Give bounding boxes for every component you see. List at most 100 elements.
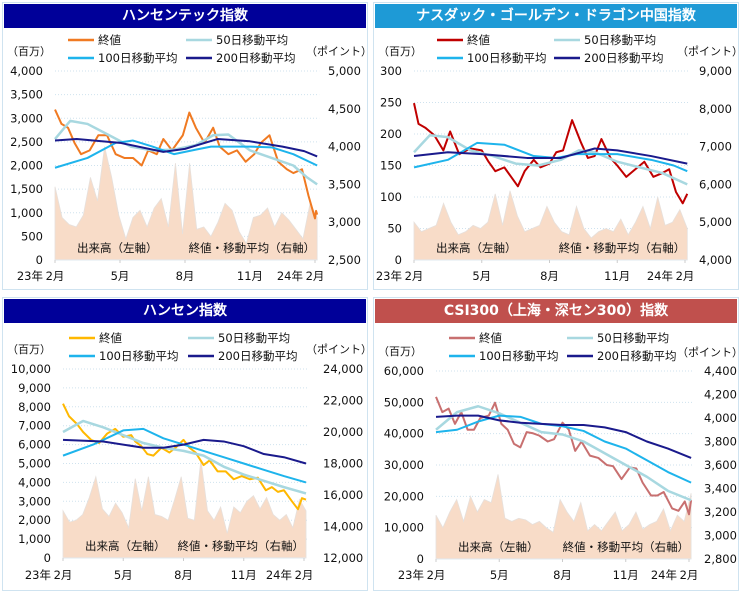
x-tick-label: 11月: [604, 269, 630, 283]
legend-label: 50日移動平均: [584, 33, 656, 47]
x-tick-label: 11月: [237, 269, 263, 283]
left-tick-label: 5,000: [18, 457, 51, 471]
left-tick-label: 9,000: [18, 381, 51, 395]
left-tick-label: 0: [395, 253, 402, 267]
right-axis-unit: （ポイント）: [306, 45, 367, 58]
series-line-0: [435, 396, 693, 516]
left-tick-label: 200: [380, 127, 402, 141]
right-tick-label: 18,000: [323, 457, 363, 471]
csi300-panel: CSI300（上海・深セン300）指数 0 10,000 20,000 30,000 4…: [373, 297, 739, 591]
volume-annotation: 出来高（左軸）: [458, 540, 539, 554]
x-year-label: 23年: [398, 568, 424, 582]
left-axis-unit: （百万）: [378, 345, 422, 358]
right-tick-label: 20,000: [323, 425, 363, 439]
left-tick-label: 6,000: [18, 438, 51, 452]
right-tick-label: 5,000: [328, 64, 361, 78]
left-tick-label: 150: [380, 159, 402, 173]
right-tick-label: 7,000: [699, 140, 732, 154]
x-tick-label: 2月: [427, 568, 446, 582]
left-tick-label: 10,000: [384, 521, 424, 535]
left-tick-label: 300: [380, 64, 402, 78]
legend-label: 100日移動平均: [98, 51, 177, 65]
right-tick-label: 24,000: [323, 362, 363, 376]
left-tick-label: 4,000: [10, 64, 43, 78]
x-year-label: 24年: [277, 269, 303, 283]
right-tick-label: 2,800: [704, 552, 737, 566]
right-tick-label: 4,000: [328, 140, 361, 154]
price-annotation: 終値・移動平均（右軸）: [563, 540, 690, 554]
series-line-2: [435, 414, 692, 484]
chart-svg: 0 10,000 20,000 30,000 40,000 50,000 60,000 2,8…: [378, 331, 738, 582]
price-annotation: 終値・移動平均（右軸）: [559, 241, 686, 255]
series-line-3: [435, 414, 692, 459]
legend-label: 200日移動平均: [584, 51, 663, 65]
x-year-label: 23年: [25, 568, 51, 582]
x-year-label: 24年: [266, 568, 292, 582]
left-tick-label: 0: [44, 551, 51, 565]
x-tick-label: 5月: [114, 568, 133, 582]
left-tick-label: 3,000: [18, 494, 51, 508]
volume-area: [413, 190, 688, 261]
left-tick-label: 30,000: [384, 458, 424, 472]
left-tick-label: 7,000: [18, 419, 51, 433]
left-tick-label: 3,000: [10, 111, 43, 125]
legend-label: 200日移動平均: [216, 51, 295, 65]
series-line-2: [54, 139, 318, 169]
right-tick-label: 4,000: [699, 253, 732, 267]
hang-seng-panel: ハンセン指数 0 1,000 2,000 3,000 4,000 5,000 6,000 7,…: [2, 297, 368, 591]
right-tick-label: 3,500: [328, 177, 361, 191]
panel-title: ハンセンテック指数: [4, 4, 366, 28]
series-line-3: [54, 138, 318, 158]
right-tick-label: 12,000: [323, 551, 363, 565]
x-tick-label: 8月: [540, 269, 559, 283]
legend-label: 100日移動平均: [479, 349, 558, 363]
right-tick-label: 4,500: [328, 102, 361, 116]
left-tick-label: 2,000: [10, 159, 43, 173]
chart-svg: 0 1,000 2,000 3,000 4,000 5,000 6,000 7,000 8,00…: [7, 331, 367, 582]
left-tick-label: 10,000: [11, 362, 51, 376]
chart-svg: 0 500 1,000 1,500 2,000 2,500 3,000 3,500 4,000 2…: [7, 33, 367, 283]
right-tick-label: 9,000: [699, 64, 732, 78]
legend-label: 50日移動平均: [216, 33, 288, 47]
panel-title: ナスダック・ゴールデン・ドラゴン中国指数: [375, 4, 737, 28]
left-tick-label: 0: [36, 253, 43, 267]
legend-label: 終値: [479, 331, 502, 345]
panel-title: ハンセン指数: [4, 299, 366, 323]
volume-annotation: 出来高（左軸）: [77, 241, 158, 255]
series-line-1: [435, 405, 692, 502]
legend-label: 200日移動平均: [218, 349, 297, 363]
right-tick-label: 6,000: [699, 177, 732, 191]
series-line-2: [62, 427, 307, 484]
left-tick-label: 50,000: [384, 395, 424, 409]
left-axis-unit: （百万）: [7, 45, 51, 58]
x-year-label: 24年: [647, 269, 673, 283]
series-line-3: [413, 147, 688, 165]
left-tick-label: 8,000: [18, 400, 51, 414]
left-axis-unit: （百万）: [378, 45, 422, 58]
left-tick-label: 40,000: [384, 427, 424, 441]
price-annotation: 終値・移動平均（右軸）: [189, 241, 316, 255]
series-line-1: [62, 419, 307, 495]
x-tick-label: 2月: [405, 269, 424, 283]
legend-label: 終値: [467, 33, 490, 47]
left-tick-label: 4,000: [18, 475, 51, 489]
right-tick-label: 3,200: [704, 505, 737, 519]
right-tick-label: 3,600: [704, 458, 737, 472]
x-tick-label: 2月: [306, 269, 325, 283]
x-tick-label: 2月: [676, 269, 695, 283]
legend-label: 終値: [98, 33, 121, 47]
left-tick-label: 3,500: [10, 88, 43, 102]
left-tick-label: 500: [21, 229, 43, 243]
volume-area: [54, 146, 318, 261]
right-tick-label: 2,500: [328, 253, 361, 267]
right-axis-unit: （ポイント）: [306, 343, 367, 356]
x-year-label: 23年: [376, 269, 402, 283]
right-tick-label: 22,000: [323, 394, 363, 408]
legend-label: 100日移動平均: [99, 349, 178, 363]
x-year-label: 24年: [651, 568, 677, 582]
legend-label: 100日移動平均: [467, 51, 546, 65]
right-tick-label: 4,000: [704, 411, 737, 425]
x-tick-label: 2月: [295, 568, 314, 582]
right-tick-label: 14,000: [323, 520, 363, 534]
x-tick-label: 2月: [54, 568, 73, 582]
